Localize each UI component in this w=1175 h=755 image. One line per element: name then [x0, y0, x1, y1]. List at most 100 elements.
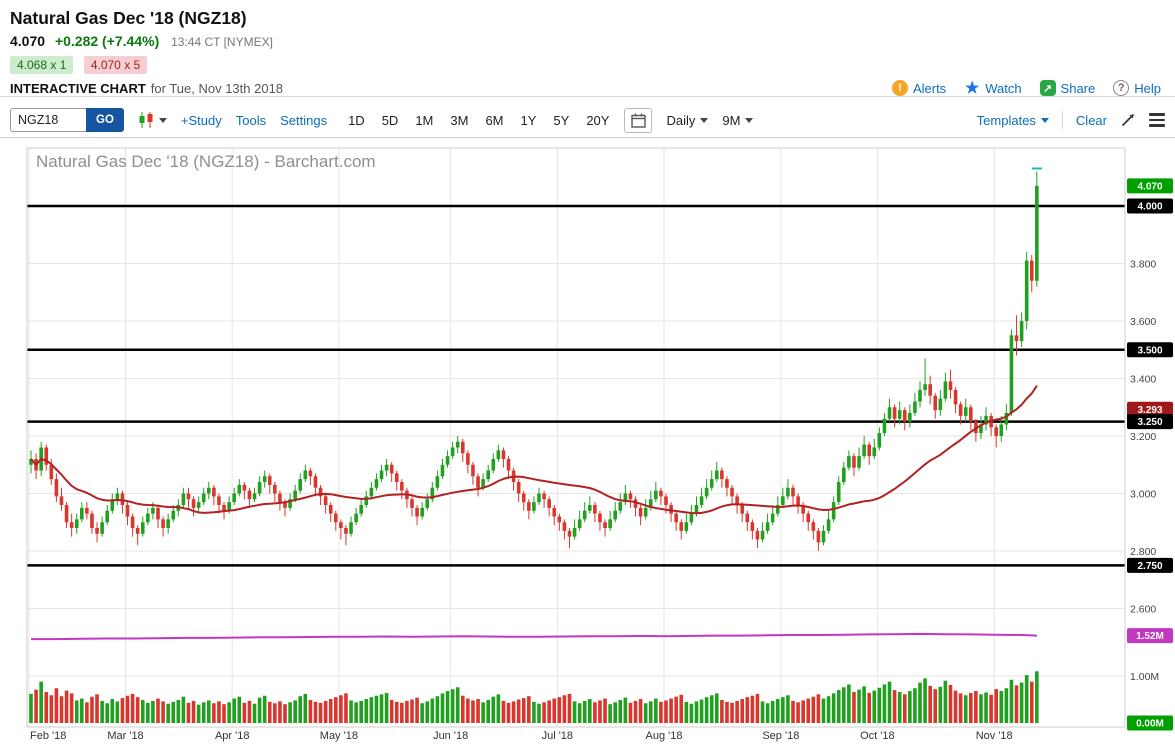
calendar-icon [631, 113, 646, 128]
axis-badge-label: 3.250 [1137, 417, 1162, 428]
page-meta-row: INTERACTIVE CHART for Tue, Nov 13th 2018… [10, 80, 1165, 97]
bid-ask-row: 4.068 x 1 4.070 x 5 [10, 56, 1165, 76]
chart-type-button[interactable] [138, 112, 167, 128]
watch-link[interactable]: ★ Watch [964, 80, 1022, 97]
range-5Y[interactable]: 5Y [553, 112, 570, 128]
axis-badge [1127, 401, 1173, 417]
span-value: 9M [722, 112, 741, 128]
month-label: Jun '18 [433, 730, 468, 742]
price-tick-label: 3.400 [1130, 374, 1156, 386]
moving-average-line [30, 385, 1038, 515]
trendline-icon [1121, 113, 1135, 127]
chart-toolbar: GO +Study Tools Settings 1D 5D 1M 3M 6M 1Y 5Y 2… [0, 97, 1175, 138]
volume-tick-label: 1.00M [1130, 671, 1159, 683]
symbol-input[interactable] [10, 108, 86, 132]
month-label: Sep '18 [762, 730, 799, 742]
trendline-tool-button[interactable] [1120, 112, 1136, 128]
tools-button[interactable]: Tools [235, 112, 267, 128]
frequency-value: Daily [666, 112, 696, 128]
price-tick-label: 2.600 [1130, 604, 1156, 616]
divider [1061, 111, 1063, 129]
go-button[interactable]: GO [86, 108, 124, 132]
range-5D[interactable]: 5D [381, 112, 399, 128]
settings-button[interactable]: Settings [280, 112, 328, 128]
quote-time: 13:44 CT [NYMEX] [171, 35, 273, 49]
chart-canvas[interactable]: Feb '18 Mar '18 Apr '18 May '18 Jun '18 Jul '… [0, 138, 1175, 755]
axis-badge-label: 4.000 [1137, 202, 1162, 213]
watch-star-icon: ★ [965, 80, 980, 97]
page-label-date: for Tue, Nov 13th 2018 [150, 80, 284, 96]
symbol-search: GO [10, 108, 124, 132]
range-20Y[interactable]: 20Y [586, 112, 610, 128]
month-label: May '18 [320, 730, 358, 742]
range-1D[interactable]: 1D [348, 112, 365, 128]
clear-button[interactable]: Clear [1075, 112, 1107, 128]
candles [29, 171, 1039, 551]
help-icon: ? [1113, 80, 1130, 96]
open-interest-line [31, 632, 1037, 641]
alerts-label: Alerts [912, 80, 947, 96]
month-label: Mar '18 [107, 730, 143, 742]
horizontal-lines [27, 204, 1125, 567]
month-label: Aug '18 [646, 730, 683, 742]
calendar-button[interactable] [624, 107, 653, 133]
axis-badge [1127, 557, 1173, 573]
chevron-down-icon [745, 117, 754, 123]
share-icon: ↗ [1039, 80, 1056, 96]
axis-badge-label: 4.070 [1137, 181, 1162, 192]
price-tick-label: 3.600 [1130, 316, 1156, 328]
alerts-link[interactable]: ! Alerts [891, 80, 947, 96]
axis-badge [1127, 715, 1173, 731]
page-title: Natural Gas Dec '18 (NGZ18) [10, 8, 247, 28]
quote-header: Natural Gas Dec '18 (NGZ18) 4.070 +0.282… [0, 0, 1175, 97]
range-buttons: 1D 5D 1M 3M 6M 1Y 5Y 20Y [347, 111, 610, 130]
toolbar-right: Templates Clear [977, 111, 1165, 129]
price-tick-label: 3.000 [1130, 489, 1156, 501]
axis-badge-label: 3.293 [1137, 405, 1162, 416]
hamburger-icon [1149, 113, 1165, 127]
last-price: 4.070 [10, 33, 46, 49]
price-tick-label: 2.800 [1130, 546, 1156, 558]
axis-badge [1127, 198, 1173, 214]
add-study-button[interactable]: +Study [180, 112, 222, 128]
menu-button[interactable] [1149, 113, 1165, 127]
header-links: ! Alerts ★ Watch ↗ Share ? Help [891, 80, 1165, 97]
axis-badge [1127, 414, 1173, 430]
span-dropdown[interactable]: 9M [722, 112, 754, 128]
chevron-down-icon [700, 117, 709, 123]
help-link[interactable]: ? Help [1113, 80, 1161, 96]
range-6M[interactable]: 6M [485, 112, 504, 128]
month-label: Nov '18 [976, 730, 1013, 742]
price-tick-label: 3.800 [1130, 259, 1156, 271]
watch-label: Watch [985, 80, 1022, 96]
share-label: Share [1060, 80, 1096, 96]
gridlines [27, 148, 1125, 727]
bid-badge: 4.068 x 1 [10, 56, 74, 74]
chevron-down-icon [1040, 117, 1049, 123]
chevron-down-icon [158, 117, 167, 123]
share-link[interactable]: ↗ Share [1039, 80, 1096, 96]
month-label: Oct '18 [860, 730, 895, 742]
chart-area: Natural Gas Dec '18 (NGZ18) - Barchart.c… [0, 138, 1175, 755]
axis-badge-label: 0.00M [1136, 719, 1164, 730]
axis-labels: Feb '18 Mar '18 Apr '18 May '18 Jun '18 Jul '… [30, 259, 1159, 743]
templates-dropdown[interactable]: Templates [977, 113, 1049, 128]
range-3M[interactable]: 3M [450, 112, 469, 128]
axis-badge-label: 2.750 [1137, 561, 1162, 572]
overlays [26, 147, 1126, 728]
axis-badge-label: 1.52M [1136, 631, 1164, 642]
volume-bars [29, 671, 1039, 723]
ask-badge: 4.070 x 5 [83, 56, 148, 74]
month-label: Feb '18 [30, 730, 66, 742]
range-1M[interactable]: 1M [415, 112, 434, 128]
axis-badge [1127, 342, 1173, 358]
frequency-dropdown[interactable]: Daily [666, 112, 709, 128]
help-label: Help [1134, 80, 1161, 96]
axis-badge-label: 3.500 [1137, 345, 1162, 356]
candlestick-type-icon [139, 112, 153, 128]
quote-price-row: 4.070 +0.282 (+7.44%) 13:44 CT [NYMEX] [10, 32, 1165, 52]
range-1Y[interactable]: 1Y [520, 112, 537, 128]
axis-badge [1127, 628, 1173, 644]
price-change: +0.282 (+7.44%) [54, 33, 160, 49]
